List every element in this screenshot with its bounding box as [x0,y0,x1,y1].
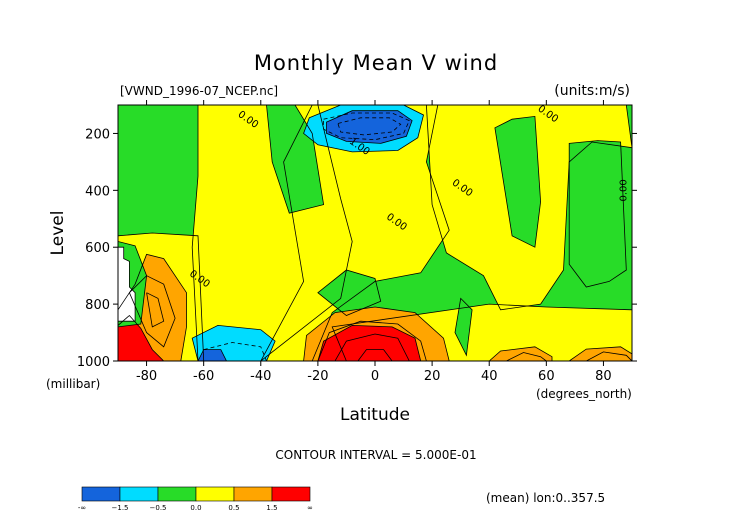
contour-boundary-17 [303,306,450,361]
contour-boundary-3 [425,105,632,311]
colorbar-swatch [233,486,273,502]
y-tick-label: 400 [85,184,110,199]
chart-title: Monthly Mean V wind [254,51,498,75]
contour-line-5 [317,320,427,361]
x-axis: -80 -60 -40 -20 0 20 40 60 80 [136,100,612,384]
colorbar-label: 0.0 [190,504,201,512]
y-axis: 200 400 600 800 1000 [77,127,637,370]
contour-boundary-20 [568,346,632,361]
contour-boundary-15 [118,253,187,361]
contour-line-9 [586,351,632,361]
contour-region-14 [198,349,227,361]
colorbar-swatch [195,486,235,502]
contour-boundary-13 [191,324,276,361]
x-tick-label: 40 [481,369,498,384]
contour-region-8 [569,140,627,287]
mean-note: (mean) lon:0..357.5 [486,491,605,505]
y-tick-label: 200 [85,127,110,142]
colorbar-swatch [119,486,159,502]
x-tick-label: 60 [538,369,555,384]
contour-boundary-11 [303,105,424,153]
contour-value-label: 0.00 [618,179,629,201]
contour-boundary-22 [118,246,136,322]
contour-boundary-12 [326,110,413,144]
contour-boundary-7 [494,115,542,248]
x-tick-label: 80 [595,369,612,384]
contour-boundary-14 [197,349,227,361]
contour-region-18 [317,325,421,361]
colorbar: -∞ −1.5 −0.5 0.0 0.5 1.5 ∞ [78,486,313,512]
contour-boundary-5 [118,232,205,361]
contour-region-7 [494,116,541,248]
x-axis-units: (degrees_north) [536,387,632,401]
contour-region-12 [326,110,413,144]
contour-line-7 [357,349,393,361]
colorbar-swatch [81,486,121,502]
contour-boundary-1 [191,105,353,361]
contour-line-8 [506,352,547,361]
contour-line-layer [118,105,632,361]
contour-boundary-8 [568,140,627,288]
colorbar-label: 1.5 [266,504,277,512]
contour-boundary-16 [118,314,165,361]
contour-line-0 [323,112,410,141]
contour-interval-note: CONTOUR INTERVAL = 5.000E-01 [275,448,476,462]
contour-fill-layer [118,105,632,361]
contour-boundary-10 [454,297,473,357]
colorbar-swatch [157,486,197,502]
x-tick-label: -80 [136,369,157,384]
x-tick-label: -40 [250,369,271,384]
contour-line-2 [203,342,267,361]
y-axis-title: Level [48,211,68,256]
contour-boundary-19 [488,346,553,361]
y-tick-label: 800 [85,298,110,313]
contour-line-6 [334,333,410,361]
y-axis-units: (millibar) [46,377,100,391]
y-tick-label: 1000 [77,355,110,370]
x-tick-label: 0 [371,369,379,384]
colorbar-label: −1.5 [112,504,129,512]
contour-boundary-6 [266,105,325,214]
colorbar-label: 0.5 [228,504,239,512]
y-tick-label: 600 [85,241,110,256]
contour-boundary-2 [260,105,450,361]
contour-line-3 [129,275,176,348]
contour-line-1 [337,117,402,136]
colorbar-swatch [271,486,311,502]
contour-boundary-18 [317,324,422,361]
x-tick-label: -60 [193,369,214,384]
units-label: (units:m/s) [554,83,630,99]
x-tick-label: 20 [424,369,441,384]
contour-line-4 [146,292,165,328]
dataset-label: [VWND_1996-07_NCEP.nc] [120,84,278,98]
x-tick-label: -20 [307,369,328,384]
x-axis-title: Latitude [340,405,410,425]
contour-boundary-4 [331,303,632,361]
colorbar-label: −0.5 [150,504,167,512]
colorbar-label: ∞ [307,504,313,512]
colorbar-label: -∞ [78,504,86,512]
contour-boundary-21 [118,241,148,328]
